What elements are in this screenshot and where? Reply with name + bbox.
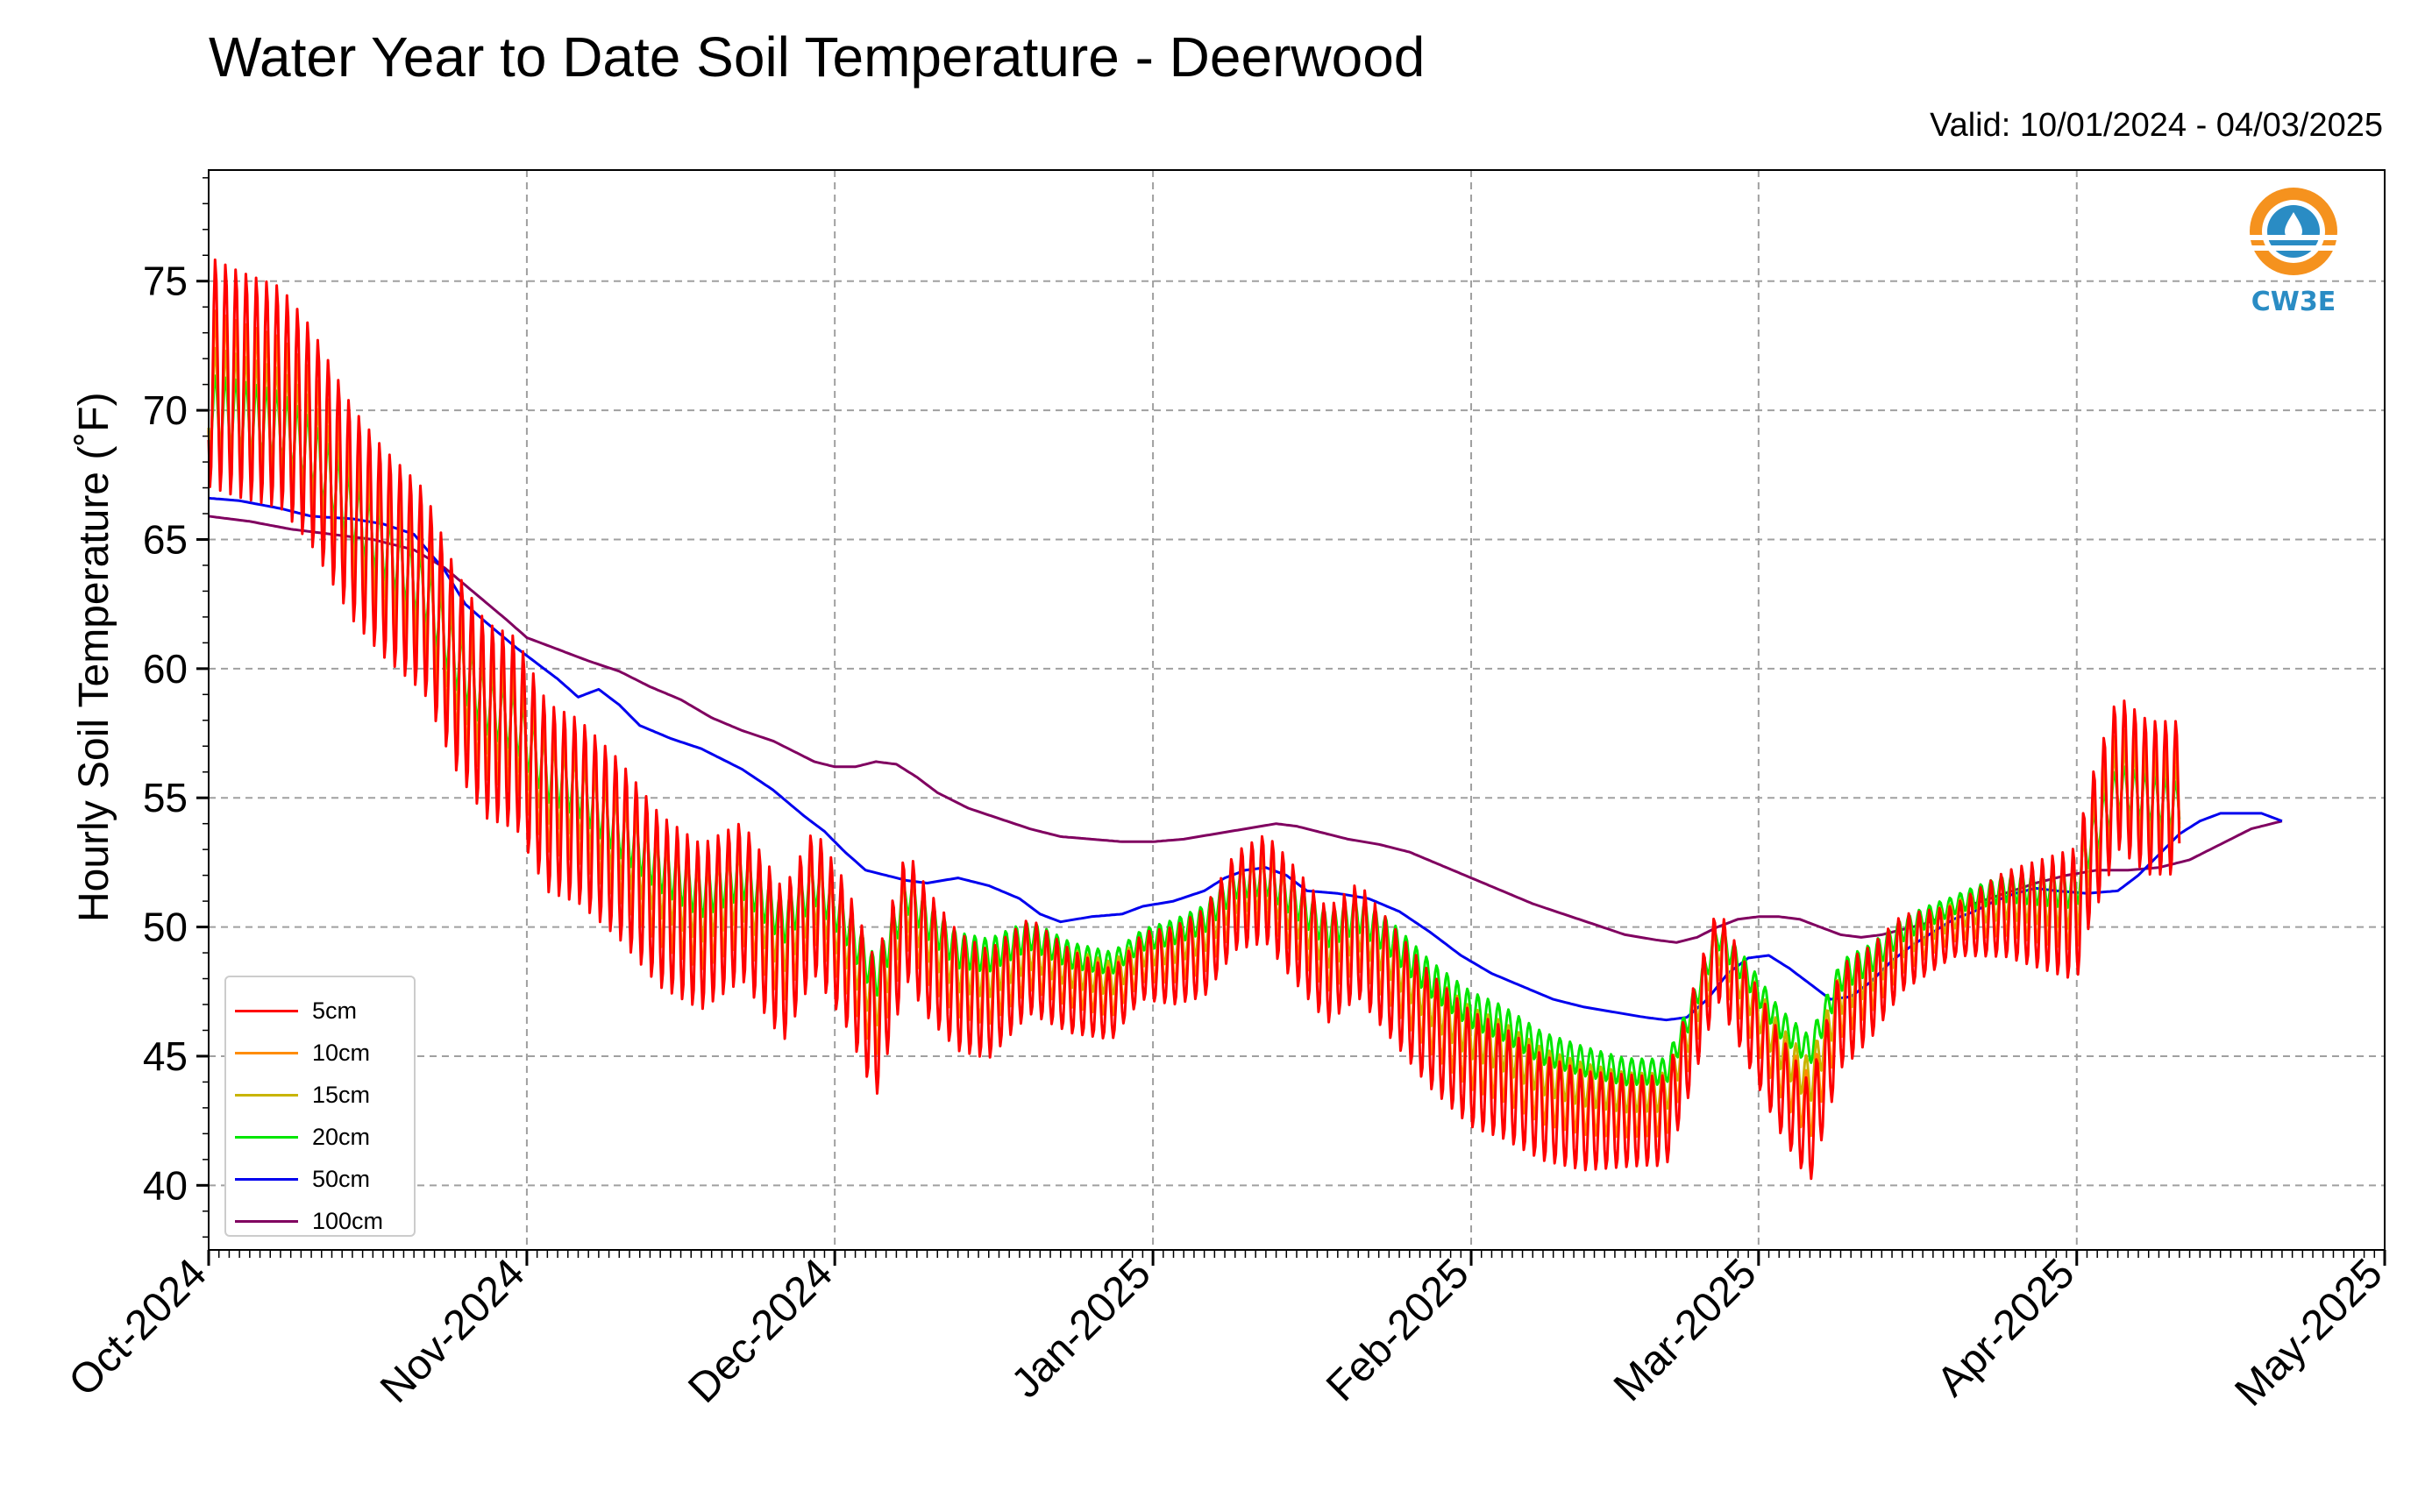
legend-label: 20cm xyxy=(312,1123,371,1150)
y-tick-label: 55 xyxy=(143,775,188,820)
y-tick-label: 50 xyxy=(143,905,188,950)
series-lines xyxy=(207,258,2283,1181)
y-tick-label: 45 xyxy=(143,1033,188,1079)
y-tick-label: 70 xyxy=(143,387,188,433)
y-tick-label: 75 xyxy=(143,259,188,304)
x-tick-label: Mar-2025 xyxy=(1605,1250,1766,1410)
y-tick-label: 40 xyxy=(143,1162,188,1208)
legend-label: 100cm xyxy=(312,1207,384,1234)
legend-label: 15cm xyxy=(312,1081,371,1108)
series-line-5cm xyxy=(207,258,2181,1181)
legend: 5cm 10cm 15cm 20cm 50cm 100cm xyxy=(224,976,416,1237)
x-tick-label: Nov-2024 xyxy=(372,1250,534,1412)
legend-item-10cm: 10cm xyxy=(235,1032,414,1074)
y-tick-label: 60 xyxy=(143,646,188,692)
y-axis-label: Hourly Soil Temperature (˚F) xyxy=(71,392,117,922)
water-drop-logo-icon xyxy=(2248,188,2339,275)
x-tick-label: May-2025 xyxy=(2226,1250,2391,1415)
legend-item-5cm: 5cm xyxy=(235,990,414,1032)
legend-label: 50cm xyxy=(312,1165,371,1192)
legend-swatch xyxy=(235,1177,298,1181)
legend-swatch xyxy=(235,1093,298,1097)
cw3e-logo: CW3E xyxy=(2246,184,2341,317)
legend-swatch xyxy=(235,1135,298,1139)
x-tick-label: Apr-2025 xyxy=(1928,1250,2083,1405)
y-tick-label: 65 xyxy=(143,516,188,562)
x-tick-label: Dec-2024 xyxy=(679,1250,842,1412)
legend-item-50cm: 50cm xyxy=(235,1158,414,1200)
legend-swatch xyxy=(235,1051,298,1054)
legend-item-15cm: 15cm xyxy=(235,1074,414,1116)
x-tick-label: Feb-2025 xyxy=(1318,1250,1478,1410)
chart-title: Water Year to Date Soil Temperature - De… xyxy=(209,25,1426,89)
logo-text: CW3E xyxy=(2251,287,2336,317)
legend-swatch xyxy=(235,1219,298,1223)
legend-label: 10cm xyxy=(312,1039,371,1066)
legend-swatch xyxy=(235,1009,298,1012)
x-tick-label: Oct-2024 xyxy=(60,1250,216,1405)
legend-item-20cm: 20cm xyxy=(235,1116,414,1158)
axis-ticks xyxy=(196,177,2386,1266)
legend-label: 5cm xyxy=(312,997,358,1024)
legend-item-100cm: 100cm xyxy=(235,1200,414,1242)
valid-date-range: Valid: 10/01/2024 - 04/03/2025 xyxy=(1930,107,2383,144)
x-tick-label: Jan-2025 xyxy=(1003,1250,1160,1407)
